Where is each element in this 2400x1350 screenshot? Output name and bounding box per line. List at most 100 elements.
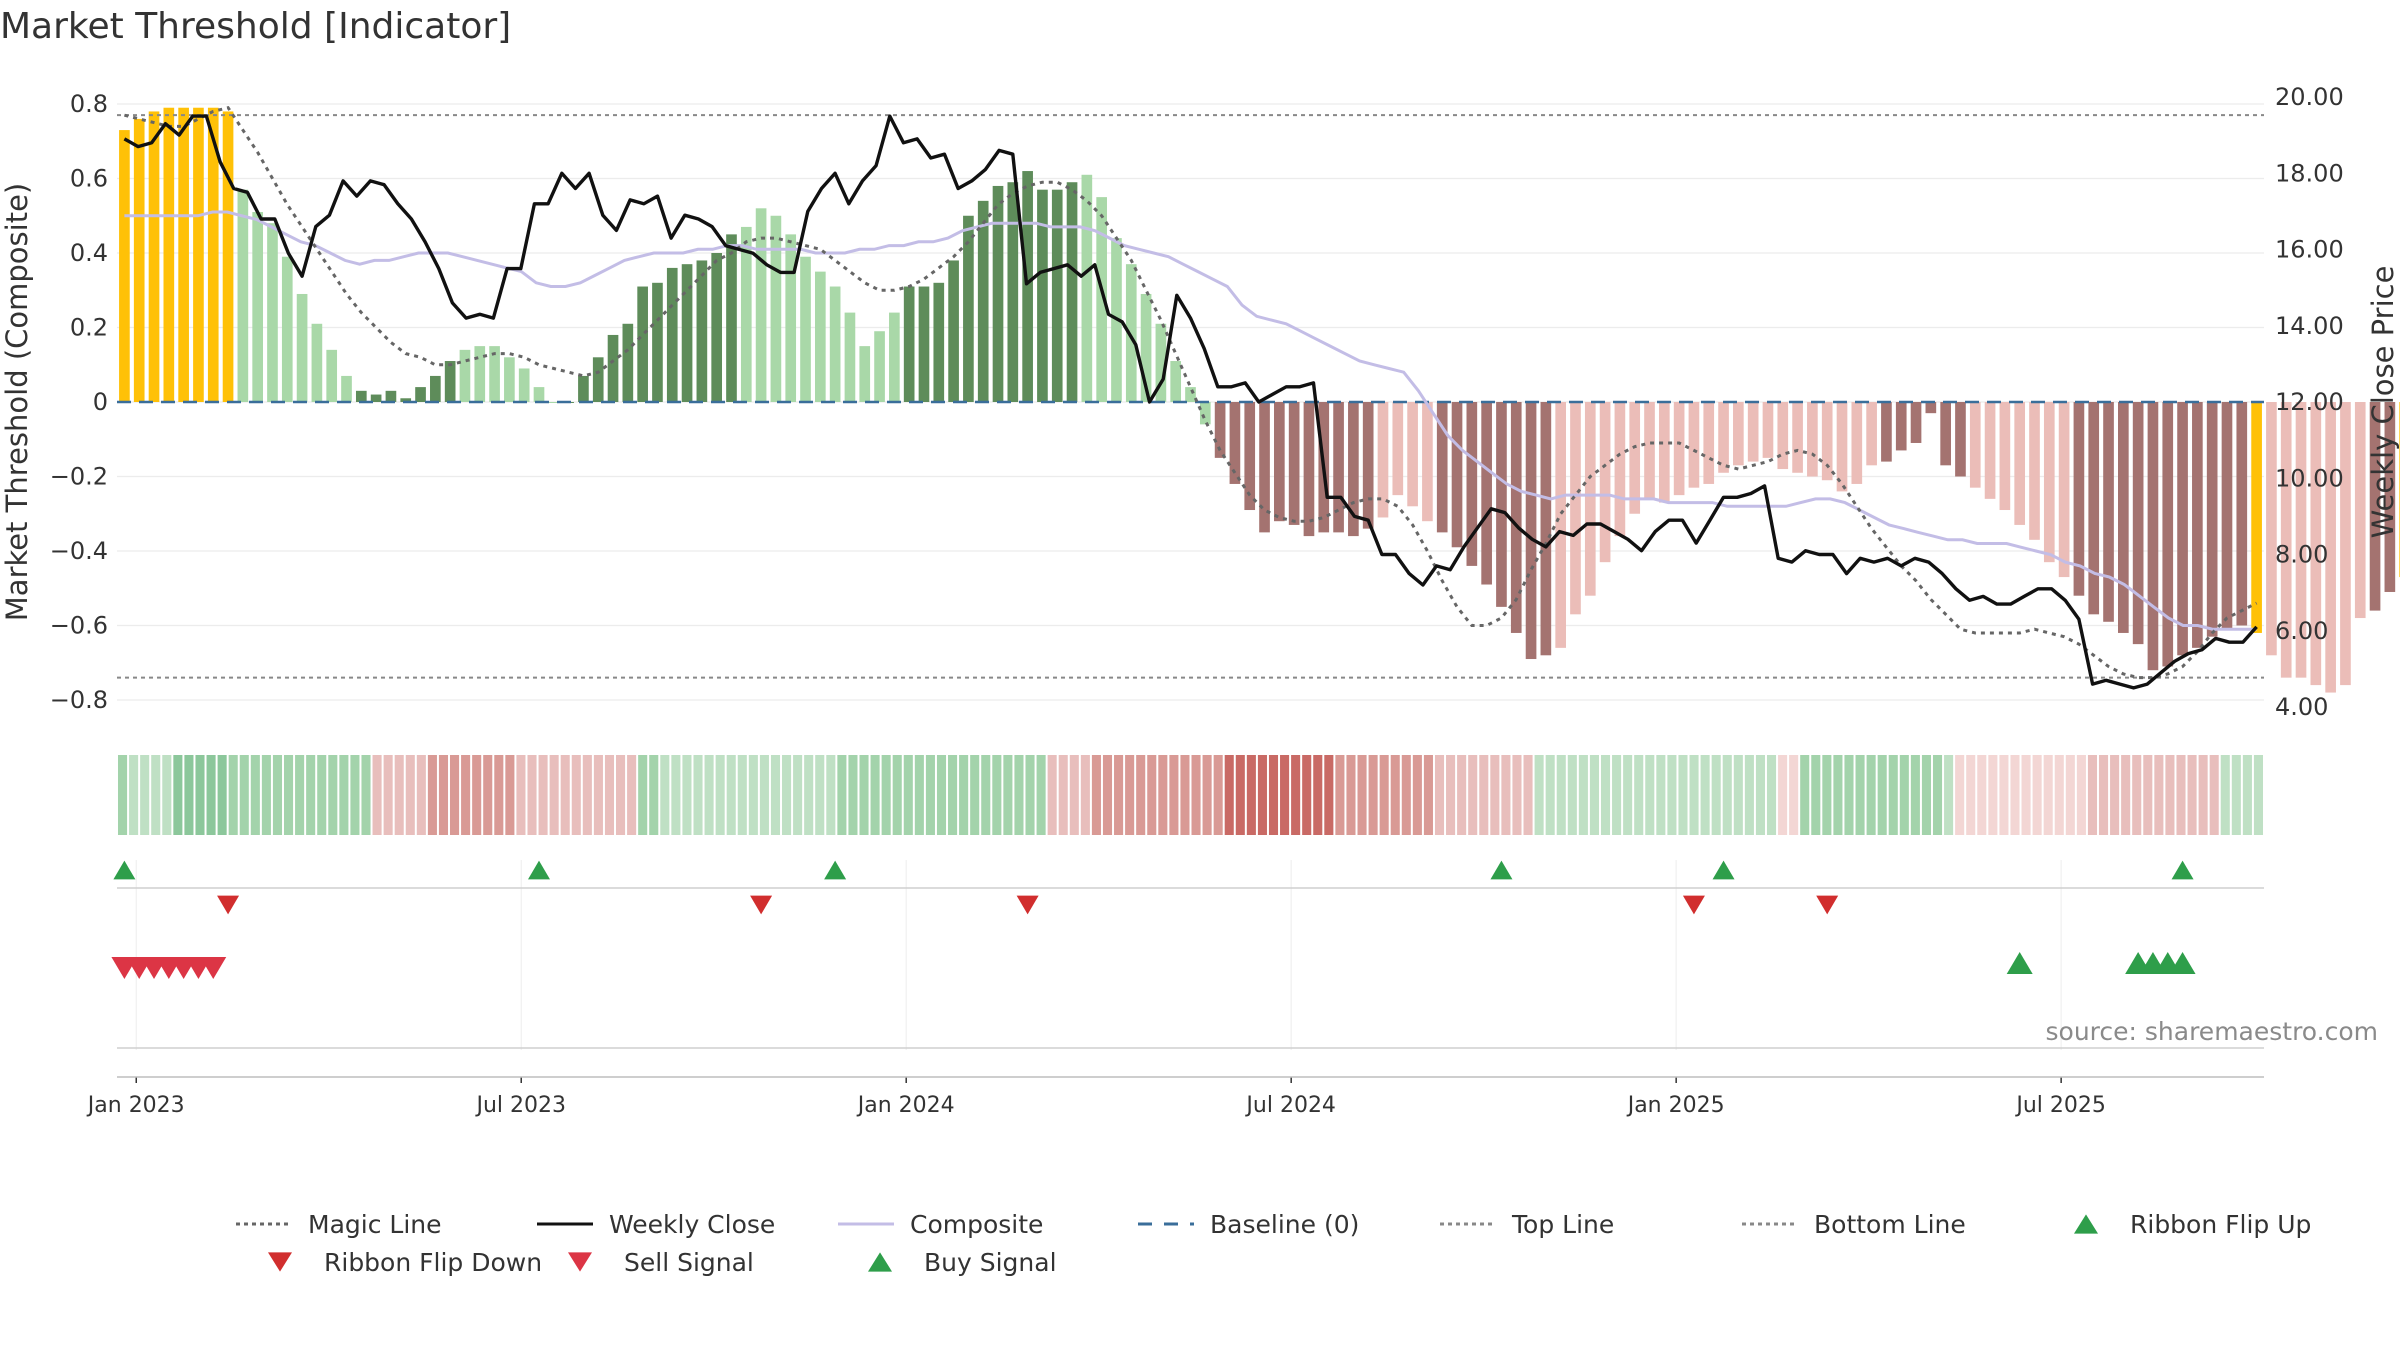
x-tick-label: Jan 2025 bbox=[1626, 1093, 1725, 1118]
ribbon-cell bbox=[2121, 755, 2131, 835]
ribbon-cell bbox=[715, 755, 725, 835]
weekly-close-line bbox=[123, 114, 2258, 690]
composite-bar bbox=[193, 107, 204, 402]
ribbon-cell bbox=[837, 755, 847, 835]
ribbon-cell bbox=[704, 755, 714, 835]
legend-label: Sell Signal bbox=[624, 1248, 754, 1277]
ribbon-cell bbox=[1147, 755, 1157, 835]
ribbon-cell bbox=[1955, 755, 1965, 835]
ribbon-cell bbox=[748, 755, 758, 835]
chart-title: Market Threshold [Indicator] bbox=[0, 6, 512, 47]
composite-bar bbox=[1007, 182, 1019, 402]
composite-bar bbox=[2384, 402, 2396, 592]
composite-bar bbox=[1466, 402, 1478, 566]
ribbon-cell bbox=[383, 755, 393, 835]
ribbon-cell bbox=[660, 755, 670, 835]
composite-bar bbox=[726, 234, 737, 402]
x-tick-label: Jul 2025 bbox=[2014, 1093, 2106, 1118]
ribbon-cell bbox=[1766, 755, 1777, 835]
ribbon-cell bbox=[2087, 755, 2097, 835]
ribbon-cell bbox=[1966, 755, 1976, 835]
ribbon-cell bbox=[228, 755, 238, 835]
composite-bar bbox=[1777, 402, 1789, 470]
ribbon-cell bbox=[770, 755, 781, 835]
composite-bar bbox=[148, 111, 160, 402]
ribbon-cell bbox=[1302, 755, 1312, 835]
ribbon-cell bbox=[560, 755, 570, 835]
composite-bar bbox=[474, 346, 486, 402]
composite-bar bbox=[1362, 402, 1374, 529]
ribbon-cell bbox=[726, 755, 736, 835]
composite-bar bbox=[1821, 402, 1833, 481]
composite-bar bbox=[1274, 402, 1285, 522]
ribbon-cell bbox=[571, 755, 581, 835]
composite-bar bbox=[548, 402, 560, 403]
composite-bar bbox=[903, 286, 915, 402]
composite-bar bbox=[2029, 402, 2040, 540]
composite-bar bbox=[2192, 402, 2203, 648]
ribbon-cell bbox=[272, 755, 283, 835]
ribbon-cell bbox=[2253, 755, 2264, 835]
ribbon-cell bbox=[394, 755, 404, 835]
ribbon-cell bbox=[295, 755, 305, 835]
ribbon-cell bbox=[1578, 755, 1588, 835]
ribbon-cell bbox=[1722, 755, 1732, 835]
composite-bar bbox=[666, 267, 678, 402]
ribbon-cell bbox=[936, 755, 947, 835]
composite-bar bbox=[1199, 402, 1211, 425]
composite-bar bbox=[933, 282, 945, 402]
composite-bar bbox=[355, 390, 367, 402]
composite-bar bbox=[2043, 402, 2055, 563]
ribbon-cell bbox=[1091, 755, 1101, 835]
composite-bar bbox=[1570, 402, 1581, 615]
ribbon-cell bbox=[538, 755, 548, 835]
ribbon-cell bbox=[1534, 755, 1544, 835]
composite-bar bbox=[800, 256, 811, 402]
y-left-tick-label: −0.4 bbox=[50, 537, 108, 565]
composite-bar bbox=[1170, 361, 1182, 402]
ribbon-flip-up-marker bbox=[1712, 860, 1735, 880]
y-left-tick-label: −0.8 bbox=[50, 686, 108, 714]
legend-swatch bbox=[868, 1252, 892, 1272]
legend: Magic Line Weekly Close Composite Baseline … bbox=[236, 1210, 2311, 1277]
composite-bar bbox=[2058, 402, 2070, 578]
composite-bar bbox=[2088, 402, 2100, 615]
y-left-tick-label: 0.6 bbox=[70, 165, 108, 193]
composite-bar bbox=[2206, 402, 2218, 637]
y-right-tick-label: 14.00 bbox=[2275, 312, 2344, 340]
composite-bar bbox=[252, 212, 263, 402]
ribbon-cell bbox=[1401, 755, 1411, 835]
ribbon-cell bbox=[815, 755, 825, 835]
composite-bar bbox=[1496, 402, 1507, 607]
composite-bar bbox=[1081, 174, 1093, 402]
ribbon-cell bbox=[1800, 755, 1810, 835]
ribbon-cell bbox=[2198, 755, 2208, 835]
ribbon-cell bbox=[2209, 755, 2219, 835]
composite-bar bbox=[1747, 402, 1759, 462]
ribbon-cell bbox=[195, 755, 205, 835]
ribbon-cell bbox=[350, 755, 360, 835]
ribbon-cell bbox=[405, 755, 415, 835]
ribbon-flip-up-marker bbox=[824, 860, 847, 880]
ribbon-cell bbox=[1645, 755, 1655, 835]
y-right-tick-label: 6.00 bbox=[2275, 617, 2328, 645]
ribbon-cell bbox=[527, 755, 537, 835]
composite-bar bbox=[1925, 402, 1937, 414]
ribbon-cell bbox=[671, 755, 681, 835]
ribbon-cell bbox=[1689, 755, 1699, 835]
ribbon-flip-up-marker bbox=[113, 860, 136, 880]
composite-bar bbox=[1969, 402, 1981, 488]
composite-bar bbox=[2310, 402, 2322, 686]
ribbon-cell bbox=[1291, 755, 1301, 835]
ribbon-cell bbox=[1501, 755, 1511, 835]
ribbon-cell bbox=[2242, 755, 2252, 835]
ribbon-cell bbox=[151, 755, 161, 835]
ribbon-cell bbox=[1977, 755, 1987, 835]
ribbon-cell bbox=[1844, 755, 1854, 835]
ribbon-cell bbox=[1180, 755, 1190, 835]
composite-bar bbox=[948, 260, 959, 402]
composite-bar bbox=[311, 323, 323, 402]
y-left-tick-label: −0.6 bbox=[50, 612, 108, 640]
ribbon-cell bbox=[1866, 755, 1876, 835]
legend-label: Ribbon Flip Up bbox=[2130, 1210, 2311, 1239]
